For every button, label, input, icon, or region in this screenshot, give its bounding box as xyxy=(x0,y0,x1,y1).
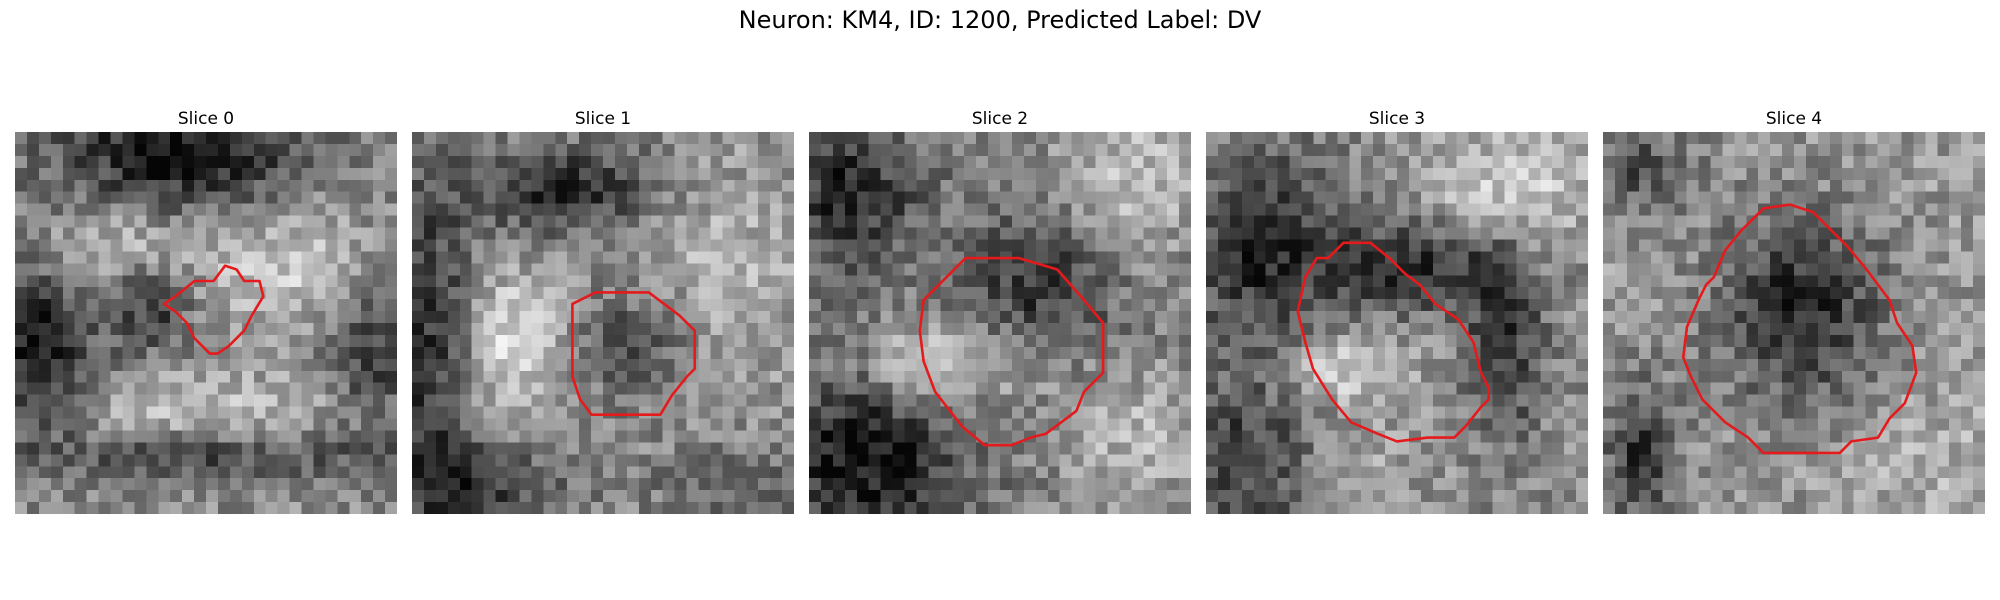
micrograph-pixels xyxy=(1206,132,1588,514)
slice-panel: Slice 3 xyxy=(1206,106,1588,514)
slice-title: Slice 0 xyxy=(177,109,235,129)
slice-image xyxy=(809,132,1191,514)
neuron-contour xyxy=(571,291,697,417)
slice-image xyxy=(15,132,397,514)
slice-panel: Slice 0 xyxy=(15,106,397,514)
neuron-contour xyxy=(1296,241,1491,443)
micrograph-svg xyxy=(15,132,397,514)
slice-panel: Slice 4 xyxy=(1603,106,1985,514)
micrograph-pixels xyxy=(412,132,794,514)
slice-title: Slice 2 xyxy=(971,109,1029,129)
micrograph-svg xyxy=(809,132,1191,514)
slice-panel: Slice 1 xyxy=(412,106,794,514)
neuron-contour xyxy=(918,256,1105,447)
neuron-contour xyxy=(1681,203,1918,455)
micrograph-pixels xyxy=(15,132,397,514)
slice-image xyxy=(1603,132,1985,514)
micrograph-pixels xyxy=(809,132,1191,514)
figure-title: Neuron: KM4, ID: 1200, Predicted Label: … xyxy=(738,6,1262,34)
micrograph-svg xyxy=(412,132,794,514)
micrograph-svg xyxy=(1603,132,1985,514)
slice-title: Slice 1 xyxy=(574,109,632,129)
slice-panel: Slice 2 xyxy=(809,106,1191,514)
slice-image xyxy=(1206,132,1588,514)
micrograph-pixels xyxy=(1603,132,1985,514)
neuron-contour xyxy=(162,264,265,355)
slice-title: Slice 4 xyxy=(1765,109,1823,129)
micrograph-svg xyxy=(1206,132,1588,514)
slice-title: Slice 3 xyxy=(1368,109,1426,129)
slice-image xyxy=(412,132,794,514)
